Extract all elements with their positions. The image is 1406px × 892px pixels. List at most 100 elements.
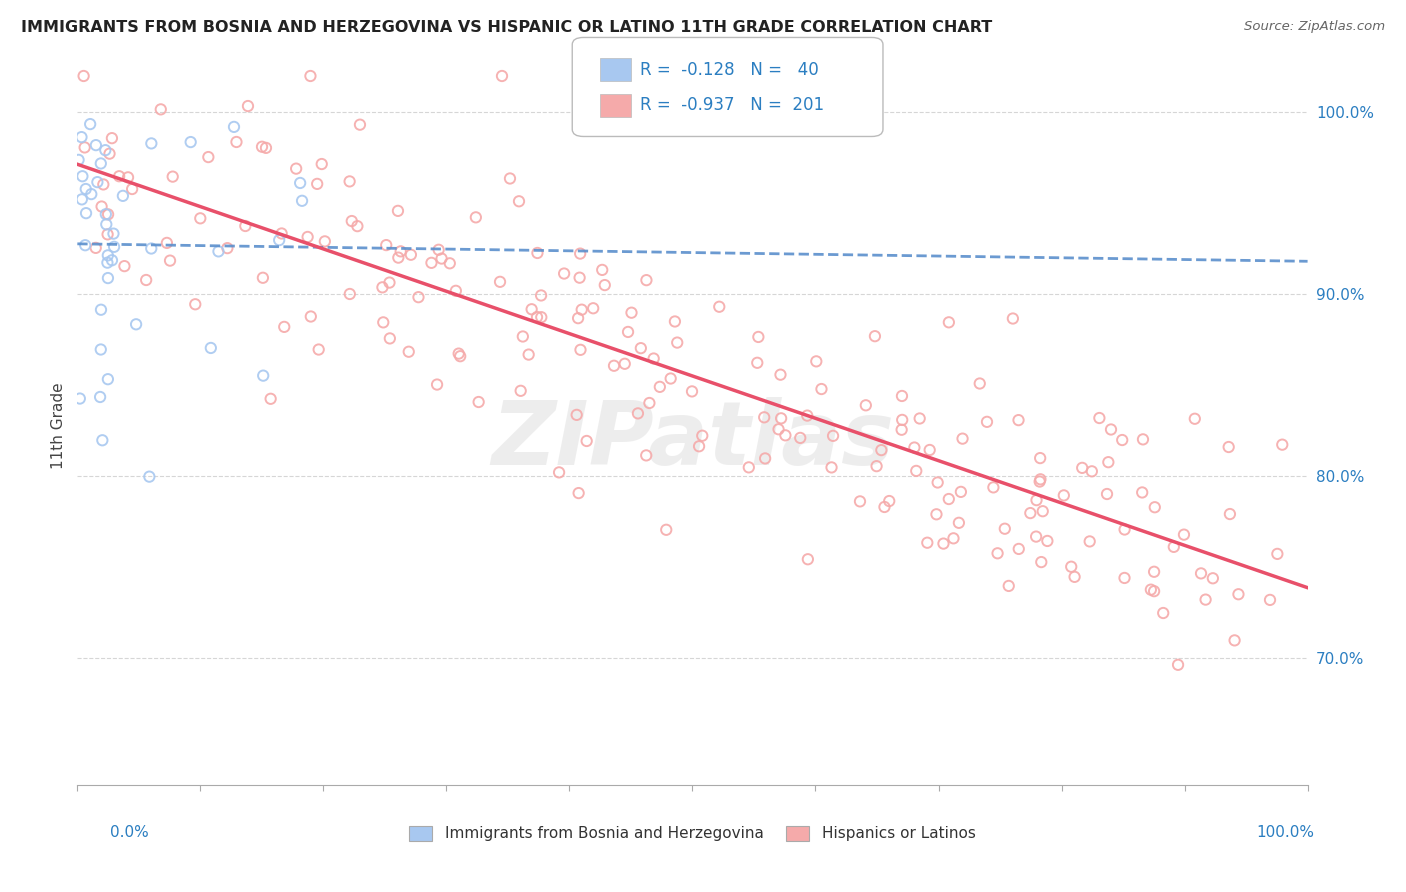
Point xyxy=(141,242,163,256)
Point xyxy=(79,117,101,131)
Point xyxy=(567,311,589,326)
Point xyxy=(499,171,522,186)
Point xyxy=(1267,547,1289,561)
Point xyxy=(233,219,256,233)
Point xyxy=(890,423,912,437)
Point xyxy=(307,177,329,191)
Point xyxy=(870,443,893,458)
Point xyxy=(508,194,530,209)
Point xyxy=(159,253,181,268)
Point xyxy=(1025,530,1047,544)
Point xyxy=(75,182,97,196)
Point xyxy=(1095,487,1118,501)
Point xyxy=(1114,571,1136,585)
Point xyxy=(101,253,124,268)
Point xyxy=(188,211,211,226)
Point xyxy=(659,371,682,385)
Point xyxy=(373,315,395,329)
Point xyxy=(94,207,117,221)
Point xyxy=(103,240,125,254)
Point xyxy=(769,368,792,382)
Point xyxy=(346,219,368,234)
Point xyxy=(299,310,322,324)
Text: ZIPatlas: ZIPatlas xyxy=(491,397,894,483)
Point xyxy=(863,329,886,343)
Point xyxy=(1111,433,1133,447)
Point xyxy=(135,273,157,287)
Point xyxy=(918,442,941,457)
Point xyxy=(387,251,409,265)
Point xyxy=(101,131,124,145)
Point xyxy=(969,376,991,391)
Text: R =  -0.128   N =   40: R = -0.128 N = 40 xyxy=(640,61,818,78)
Point xyxy=(630,341,652,355)
Point xyxy=(1029,451,1052,466)
Point xyxy=(72,69,94,83)
Point xyxy=(789,431,811,445)
Point xyxy=(156,235,179,250)
Point xyxy=(747,330,769,344)
Point xyxy=(1001,311,1024,326)
Point xyxy=(389,244,412,259)
Point xyxy=(89,390,111,404)
Point xyxy=(125,318,148,332)
Point xyxy=(378,331,401,345)
Point xyxy=(299,69,322,83)
Point xyxy=(903,441,925,455)
Point xyxy=(254,141,277,155)
Point xyxy=(311,157,333,171)
Point xyxy=(297,230,319,244)
Point xyxy=(111,189,134,203)
Point xyxy=(797,552,820,566)
Point xyxy=(491,69,513,83)
Point xyxy=(1163,540,1185,554)
Point xyxy=(217,241,239,255)
Point xyxy=(1028,475,1050,489)
Point xyxy=(399,248,422,262)
Point xyxy=(1029,472,1052,486)
Point xyxy=(121,182,143,196)
Point xyxy=(1271,437,1294,451)
Point xyxy=(1019,506,1042,520)
Point xyxy=(1036,533,1059,548)
Point xyxy=(86,175,108,189)
Point xyxy=(568,486,591,500)
Point xyxy=(873,500,896,514)
Point xyxy=(806,354,828,368)
Point xyxy=(517,348,540,362)
Point xyxy=(90,200,112,214)
Point xyxy=(1031,555,1053,569)
Point xyxy=(927,475,949,490)
Point xyxy=(252,270,274,285)
Point xyxy=(96,217,118,231)
Point xyxy=(1184,411,1206,425)
Point xyxy=(112,259,135,273)
Point xyxy=(1194,592,1216,607)
Point xyxy=(270,227,292,241)
Point xyxy=(1053,488,1076,502)
Point xyxy=(97,227,120,242)
Point xyxy=(509,384,531,398)
Point xyxy=(72,169,94,184)
Point xyxy=(949,484,972,499)
Point xyxy=(952,432,974,446)
Point xyxy=(108,169,131,184)
Point xyxy=(149,103,172,117)
Point xyxy=(252,368,274,383)
Point xyxy=(627,406,650,420)
Point xyxy=(222,120,245,134)
Point xyxy=(891,389,914,403)
Point xyxy=(91,434,114,448)
Point xyxy=(269,233,291,247)
Point xyxy=(138,469,160,483)
Point xyxy=(569,343,592,357)
Point xyxy=(225,135,247,149)
Point xyxy=(638,396,661,410)
Point xyxy=(339,287,361,301)
Point xyxy=(103,227,125,241)
Point xyxy=(770,411,793,425)
Point xyxy=(754,451,776,466)
Point xyxy=(308,343,330,357)
Point xyxy=(184,297,207,311)
Point xyxy=(823,429,845,443)
